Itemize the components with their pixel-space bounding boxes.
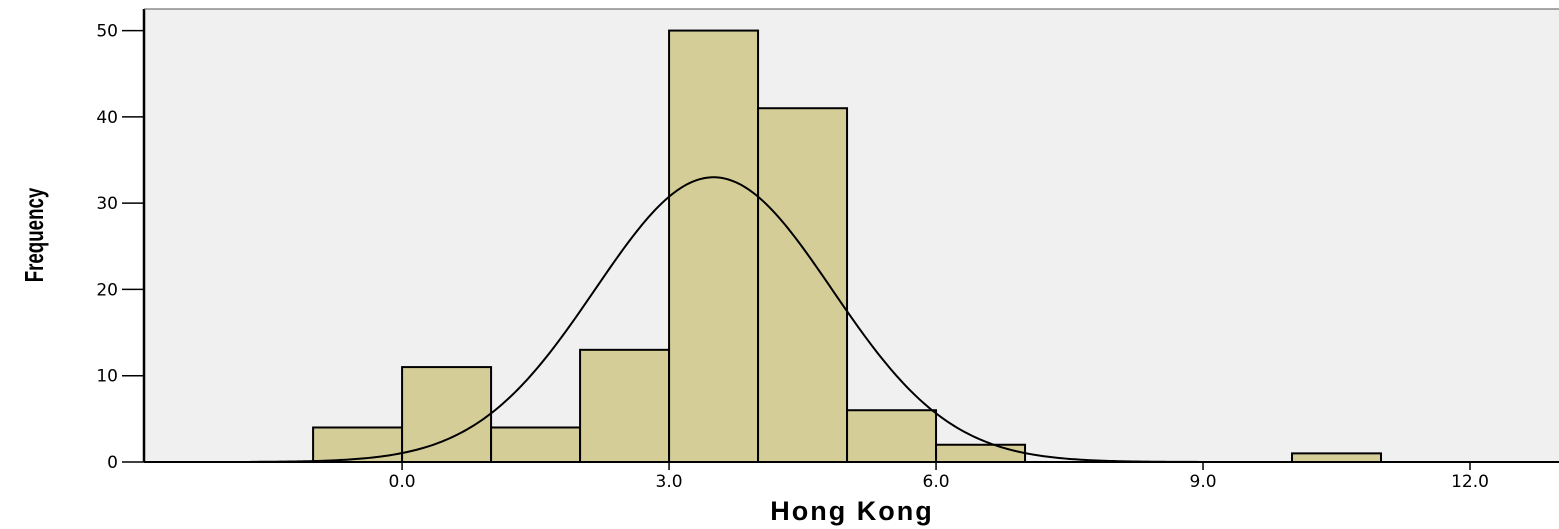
- histogram-bar: [401, 366, 493, 464]
- histogram-bar: [668, 29, 760, 463]
- y-tick-label: 30: [96, 194, 118, 214]
- x-tick-label: 12.0: [1451, 472, 1489, 492]
- histogram-bar: [1291, 452, 1383, 464]
- histogram-bar: [490, 426, 582, 464]
- x-tick-label: 9.0: [1190, 472, 1217, 492]
- y-tick-label: 10: [96, 367, 118, 387]
- y-axis-ticks: 0 10 20 30 40 50: [96, 22, 144, 473]
- histogram-bar: [757, 107, 849, 463]
- y-tick-label: 50: [96, 22, 118, 42]
- y-tick-label: 40: [96, 108, 118, 128]
- histogram-bars: [312, 29, 1383, 464]
- histogram-bar: [846, 409, 938, 464]
- y-tick-label: 0: [107, 453, 118, 473]
- y-tick-label: 20: [96, 280, 118, 300]
- x-tick-label: 0.0: [389, 472, 416, 492]
- x-tick-label: 6.0: [923, 472, 950, 492]
- axes: [142, 8, 1559, 463]
- plot-area: [144, 9, 1559, 462]
- histogram-bar: [579, 348, 671, 464]
- histogram-bar: [312, 426, 404, 464]
- x-tick-label: 3.0: [656, 472, 683, 492]
- x-axis-ticks: 0.0 3.0 6.0 9.0 12.0: [389, 462, 1489, 492]
- histogram-bar: [935, 443, 1027, 464]
- y-axis-title: Frequency: [19, 187, 49, 282]
- x-axis-title: Hong Kong: [770, 496, 933, 526]
